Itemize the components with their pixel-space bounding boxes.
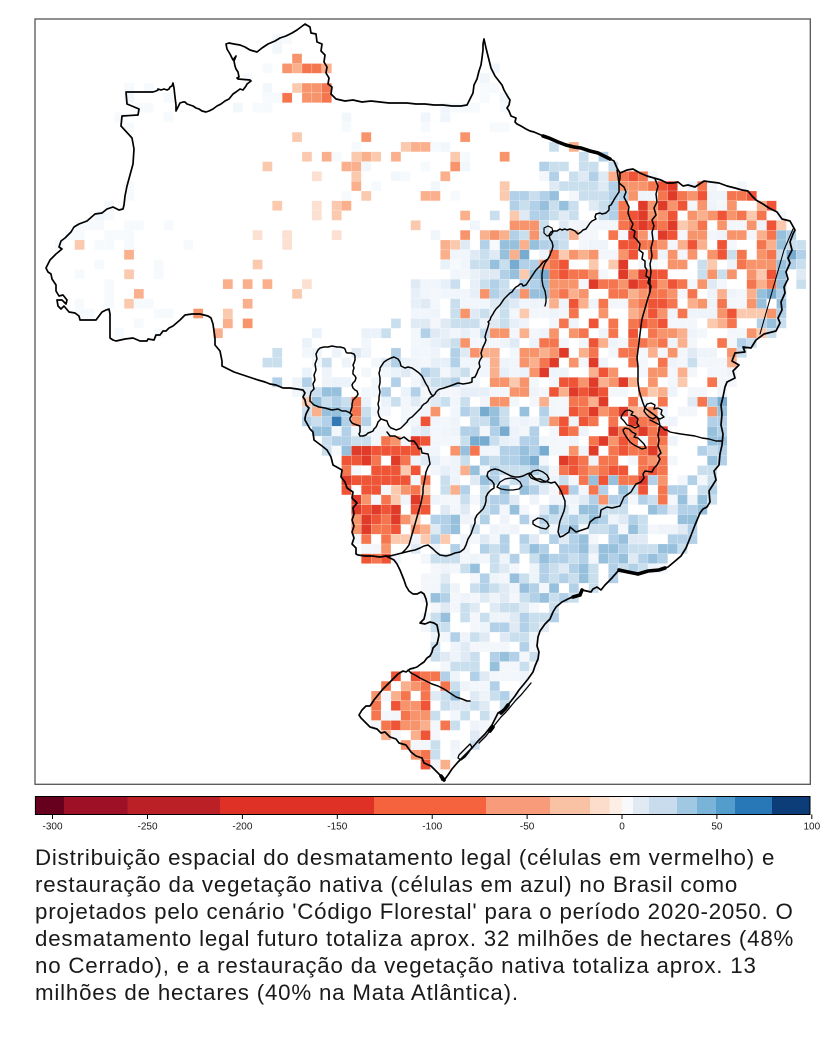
svg-text:-50: -50	[520, 822, 535, 833]
svg-text:-250: -250	[137, 822, 157, 833]
svg-text:-100: -100	[422, 822, 442, 833]
svg-text:-200: -200	[232, 822, 252, 833]
svg-text:50: 50	[711, 822, 723, 833]
svg-text:-150: -150	[327, 822, 347, 833]
svg-text:100: 100	[803, 822, 820, 833]
svg-text:-300: -300	[42, 822, 62, 833]
svg-text:0: 0	[619, 822, 625, 833]
